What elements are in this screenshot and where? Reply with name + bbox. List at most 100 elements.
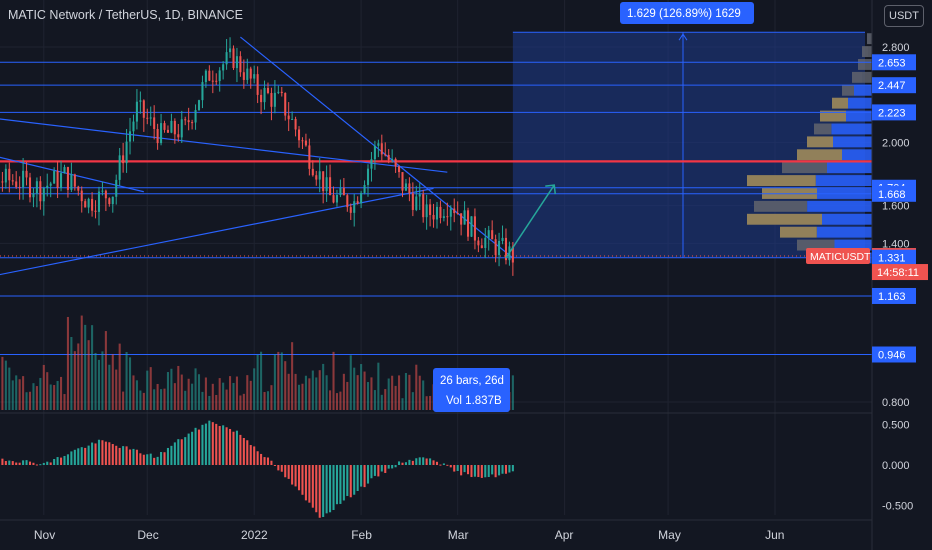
candle — [432, 214, 435, 220]
oscillator-bar — [411, 460, 414, 465]
volume-bar — [380, 394, 383, 410]
oscillator-bar — [366, 465, 370, 484]
profile-bar — [797, 149, 842, 161]
candle — [377, 143, 380, 146]
level-lines — [0, 61, 872, 355]
candle — [387, 154, 390, 160]
level-price-label — [872, 104, 916, 121]
volume-bar — [118, 343, 121, 410]
candle — [32, 193, 35, 198]
candle — [446, 216, 449, 218]
candle — [277, 91, 280, 93]
volume-bar — [32, 383, 35, 410]
oscillator-bar — [187, 433, 190, 465]
volume-bar — [511, 375, 514, 410]
volume-bar — [360, 364, 363, 410]
oscillator-bar — [325, 465, 328, 514]
candle — [370, 159, 373, 169]
profile-bar — [814, 123, 832, 135]
volume-bar — [163, 388, 166, 410]
volume-bar — [332, 351, 335, 410]
oscillator-bar — [180, 439, 183, 465]
volume-bar — [415, 364, 418, 410]
volume-bar — [329, 390, 332, 410]
volume-bar — [97, 359, 101, 410]
oscillator-bar — [346, 465, 349, 496]
candle — [394, 158, 397, 167]
level-price-label — [872, 77, 916, 94]
profile-bar — [780, 226, 817, 238]
candle — [239, 56, 242, 73]
oscillator-bar — [149, 453, 152, 465]
oscillator-bar — [194, 427, 197, 465]
level-price-label — [872, 346, 916, 363]
candle — [380, 143, 383, 155]
volume-bar — [373, 390, 376, 410]
candle — [177, 134, 180, 138]
volume-bar — [191, 383, 194, 410]
volume-bar — [246, 375, 249, 410]
volume-bar — [398, 375, 401, 410]
candle — [211, 80, 214, 82]
measure-label-top-text: 1.629 (126.89%) 1629 — [627, 8, 741, 20]
oscillator-bar — [353, 465, 356, 495]
candle — [132, 121, 135, 132]
candle — [311, 168, 314, 176]
oscillator-bar — [177, 439, 180, 465]
oscillator-bar — [480, 465, 483, 478]
trend-line[interactable] — [0, 187, 434, 287]
oscillator-bar — [70, 451, 73, 465]
oscillator-bar — [153, 457, 156, 465]
candle — [163, 123, 166, 130]
profile-bar — [807, 200, 872, 212]
profile-bar — [807, 136, 833, 148]
candle — [477, 240, 480, 246]
candle — [60, 173, 63, 188]
candle — [25, 170, 28, 178]
candle — [56, 170, 59, 188]
oscillator-bar — [108, 442, 111, 465]
oscillator-bar — [284, 465, 287, 478]
oscillator-bar — [260, 453, 263, 465]
volume-bar — [411, 392, 414, 410]
candle — [208, 70, 211, 81]
candle — [384, 154, 387, 156]
candle — [125, 141, 128, 164]
time-tick-label: May — [658, 528, 681, 542]
candle — [401, 172, 404, 191]
profile-bar — [865, 59, 872, 70]
oscillator-bar — [363, 465, 366, 488]
oscillator-bar — [15, 462, 18, 465]
oscillator-bar — [508, 465, 511, 473]
candle — [66, 167, 69, 190]
volume-bar — [297, 384, 301, 410]
candle — [97, 191, 101, 212]
oscillator-bar — [246, 440, 249, 465]
oscillator-bar — [373, 465, 376, 476]
currency-button[interactable]: USDT — [884, 5, 924, 27]
trend-line[interactable] — [0, 112, 448, 173]
oscillator-bar — [349, 465, 352, 498]
profile-bar — [842, 84, 854, 96]
level-price-text: 1.163 — [878, 291, 906, 303]
level-price-text: 0.946 — [878, 349, 906, 361]
oscillator-bar — [11, 461, 14, 465]
oscillator-bar — [253, 446, 256, 465]
volume-bar — [239, 395, 242, 410]
oscillator-bar — [332, 465, 335, 511]
volume-bar — [266, 391, 270, 410]
volume-bar — [304, 375, 307, 410]
trend-line[interactable] — [0, 142, 144, 193]
candle — [322, 171, 325, 192]
profile-bar — [842, 149, 872, 161]
time-tick-label: Jun — [765, 528, 784, 542]
volume-bar — [232, 382, 235, 410]
volume-bar — [87, 340, 90, 410]
volume-bar — [342, 373, 345, 410]
oscillator-bar — [1, 458, 4, 465]
projection-arrow[interactable] — [505, 184, 555, 259]
candle — [235, 56, 238, 69]
measure-arrow-head — [678, 33, 688, 41]
